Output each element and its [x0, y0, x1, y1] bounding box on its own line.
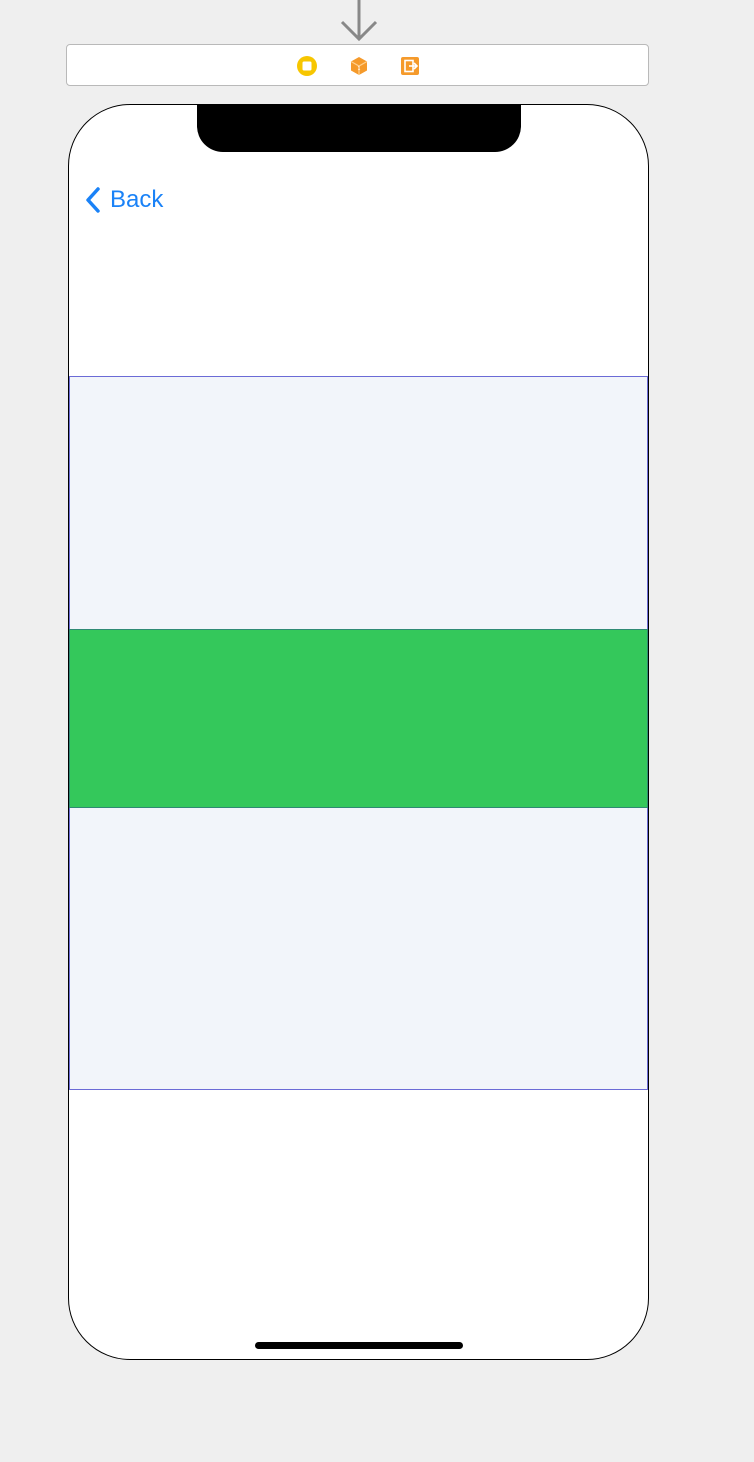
view-controller-icon[interactable] — [297, 56, 317, 76]
back-button[interactable]: Back — [85, 183, 163, 217]
device-frame: Back — [68, 104, 649, 1360]
device-notch — [197, 105, 521, 152]
exit-icon[interactable] — [400, 56, 420, 76]
scene-dock: 1 — [66, 44, 649, 86]
container-view[interactable] — [69, 376, 648, 1090]
home-indicator — [255, 1342, 463, 1349]
green-view[interactable] — [69, 629, 648, 808]
svg-text:1: 1 — [357, 66, 360, 72]
chevron-left-icon — [86, 187, 100, 213]
entry-point-arrow-icon — [334, 0, 384, 44]
first-responder-icon[interactable]: 1 — [349, 56, 369, 76]
back-button-label: Back — [110, 186, 164, 213]
